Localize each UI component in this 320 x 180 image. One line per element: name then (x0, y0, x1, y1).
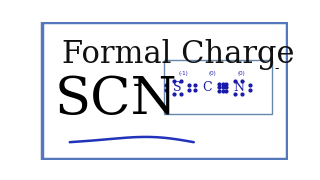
Text: Formal Charge: Formal Charge (62, 39, 295, 70)
Text: S: S (173, 81, 182, 94)
Text: -: - (133, 71, 142, 98)
Text: C: C (202, 81, 212, 94)
Text: -: - (275, 62, 279, 75)
Text: (0): (0) (237, 71, 245, 76)
Text: N: N (233, 81, 244, 94)
Text: SCN: SCN (55, 74, 178, 125)
Text: (0): (0) (209, 71, 217, 76)
Bar (164, 60, 272, 114)
Text: (-1): (-1) (179, 71, 189, 76)
